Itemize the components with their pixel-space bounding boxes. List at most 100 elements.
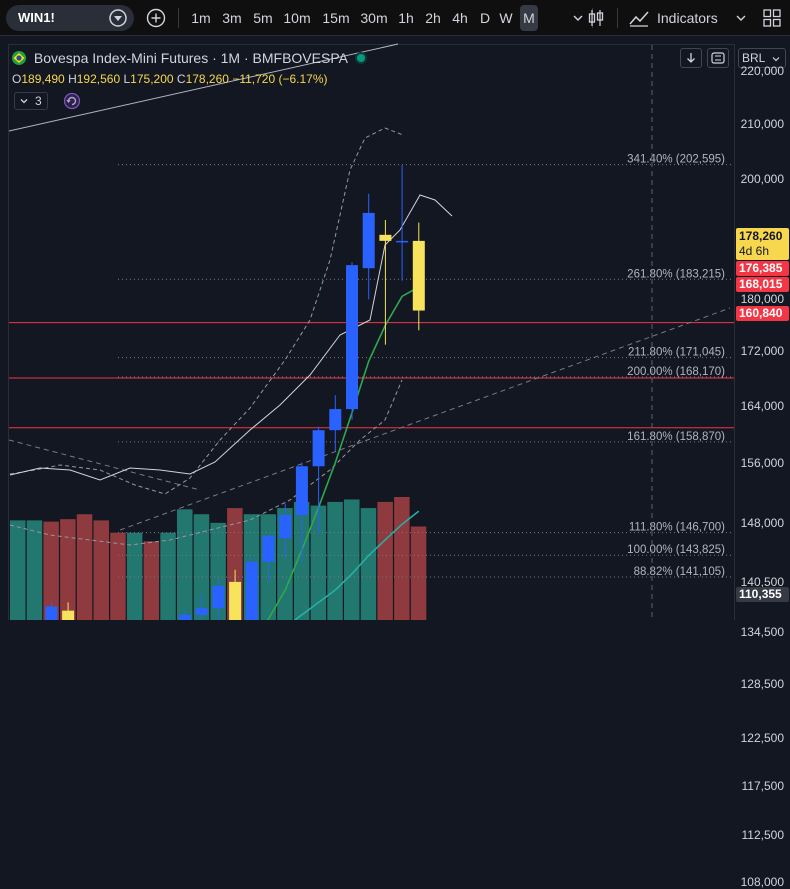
price-chart[interactable]: 341.40% (202,595) 261.80% (183,215) 211.80… [0, 0, 790, 620]
lower-band-line [9, 379, 403, 546]
price-axis-label: 148,000 [740, 515, 784, 530]
price-axis-label: 156,000 [740, 455, 784, 470]
chevron-down-icon[interactable] [572, 12, 584, 24]
fib-level-label: 88.82% (141,105) [634, 566, 726, 578]
change-value: −11,720 (−6.17%) [232, 72, 328, 86]
volume-bar [377, 501, 393, 620]
interval-2h[interactable]: 2h [425, 10, 441, 26]
toolbar-divider [617, 8, 618, 28]
chevron-down-icon [20, 99, 28, 104]
brazil-flag-icon [12, 51, 26, 65]
interval-d[interactable]: D [479, 10, 491, 26]
upper-band-line [9, 127, 404, 495]
close-label: C [176, 72, 186, 86]
fib-level-label: 100.00% (143,825) [627, 544, 725, 556]
volume-bar [126, 532, 143, 620]
volume-bar [177, 509, 193, 620]
symbol-search-box[interactable]: WIN1! [6, 5, 134, 31]
fib-level-label: 261.80% (183,215) [627, 268, 725, 280]
price-axis-label: 108,000 [740, 874, 784, 889]
candle-body [379, 234, 392, 241]
volume-bar [43, 521, 59, 620]
ohlc-values: O189,490 H192,560 L175,200 C178,260 −11,… [12, 70, 328, 88]
candle-body [295, 466, 308, 515]
interval-1m[interactable]: 1m [191, 10, 211, 26]
candle-body [195, 608, 208, 615]
candle-body [245, 561, 258, 620]
chevron-down-icon [772, 57, 780, 62]
symbol-select-icon[interactable] [108, 8, 128, 28]
price-axis-label: 128,500 [740, 676, 784, 691]
candle-body [279, 514, 292, 539]
refresh-icon[interactable] [63, 92, 81, 110]
trend-line [8, 43, 399, 132]
candlestick-type-icon[interactable] [585, 7, 607, 29]
volume-bar [60, 519, 76, 620]
volume-bar [76, 514, 93, 620]
layout-grid-icon[interactable] [762, 8, 782, 28]
fib-level-label: 161.80% (158,870) [627, 431, 725, 443]
price-axis-label: 180,000 [740, 292, 784, 307]
indicators-toggle[interactable]: 3 [14, 92, 48, 110]
volume-bar [10, 520, 26, 620]
open-label: O [12, 72, 22, 86]
volume-bar [26, 520, 43, 620]
price-axis-label: 122,500 [740, 731, 784, 746]
maximize-icon [711, 52, 725, 64]
indicators-icon[interactable] [628, 8, 650, 28]
fib-level-label: 341.40% (202,595) [627, 154, 725, 166]
candle-body [262, 535, 275, 562]
volume-bar [310, 505, 327, 620]
interval-w[interactable]: W [499, 10, 513, 26]
toolbar-divider [178, 8, 179, 28]
candle-body [396, 240, 409, 243]
candle-body [312, 430, 325, 467]
interval-15m[interactable]: 15m [322, 10, 350, 26]
level-price-tag: 176,385 [736, 261, 789, 276]
arrow-down-icon [687, 53, 695, 63]
high-value: 192,560 [76, 72, 121, 86]
move-pane-down-button[interactable] [680, 48, 702, 68]
interval-10m[interactable]: 10m [283, 10, 311, 26]
volume-bar [110, 532, 126, 620]
interval-3m[interactable]: 3m [222, 10, 242, 26]
high-label: H [68, 72, 77, 86]
market-status-icon [357, 54, 366, 62]
fib-level-label: 200.00% (168,170) [627, 366, 725, 378]
volume-bar [327, 501, 343, 620]
volume-bar [193, 514, 210, 620]
price-axis-label: 220,000 [740, 63, 784, 78]
price-axis-label: 117,500 [741, 778, 785, 793]
interval-1h[interactable]: 1h [398, 10, 414, 26]
symbol-name[interactable]: WIN1! [18, 10, 55, 25]
currency-selector[interactable]: BRL [738, 48, 786, 68]
price-axis-label: 200,000 [740, 172, 784, 187]
candle-body [329, 409, 342, 431]
price-axis-label: 210,000 [740, 116, 784, 131]
price-axis-label: 134,500 [740, 624, 784, 639]
volume-bar [143, 541, 160, 620]
interval-4h[interactable]: 4h [452, 10, 468, 26]
bar-countdown: 4d 6h [739, 244, 770, 258]
price-scale[interactable]: 220,000210,000200,000190,000180,000172,0… [735, 36, 790, 889]
volume-bar [394, 497, 410, 620]
interval-30m[interactable]: 30m [360, 10, 388, 26]
volume-bar [344, 499, 360, 620]
candle-body [412, 240, 425, 311]
candle-body [45, 606, 58, 620]
fib-level-label: 111.80% (146,700) [629, 522, 725, 534]
add-symbol-icon[interactable] [146, 8, 166, 28]
chevron-down-icon[interactable] [735, 12, 747, 24]
chart-pane[interactable] [8, 44, 735, 620]
ma-teal-line [293, 510, 420, 620]
indicators-button[interactable]: Indicators [657, 10, 718, 26]
candle-body [362, 212, 375, 269]
interval-5m[interactable]: 5m [253, 10, 273, 26]
level-price-tag: 168,015 [736, 277, 789, 292]
candle-body [179, 614, 191, 620]
dashed-trend-line [119, 307, 731, 531]
interval-m[interactable]: M [520, 5, 538, 31]
maximize-pane-button[interactable] [707, 48, 729, 68]
fib-level-label: 211.80% (171,045) [628, 347, 725, 359]
volume-bar [410, 526, 427, 620]
